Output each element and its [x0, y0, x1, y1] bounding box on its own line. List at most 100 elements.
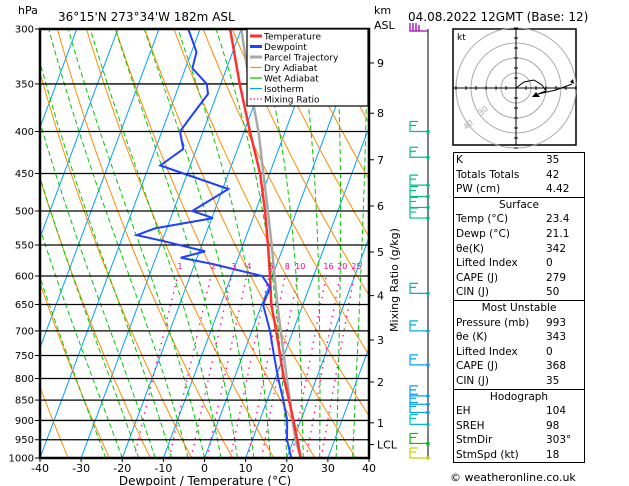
stat-row: K 35	[456, 153, 582, 168]
height-tick-label: 8	[377, 107, 384, 120]
wind-barb	[409, 207, 428, 219]
height-tick-label: 2	[377, 376, 384, 389]
stat-row: CIN (J) 35	[456, 374, 582, 389]
pressure-tick-label: 550	[15, 240, 34, 251]
wind-barb	[409, 120, 428, 133]
mixing-ratio-axis-label: Mixing Ratio (g/kg)	[388, 228, 401, 332]
wind-barb-dot	[426, 155, 430, 160]
stat-label: StmSpd (kt)	[456, 448, 519, 461]
wind-barb-dot	[426, 194, 430, 199]
wind-barb-dot	[426, 329, 430, 333]
temperature-tick-label: -40	[31, 462, 49, 475]
mixing-ratio-line	[168, 275, 212, 458]
stat-value: 343	[546, 331, 567, 344]
stat-row: CAPE (J) 368	[456, 359, 582, 374]
stat-value: 368	[546, 360, 567, 373]
wind-barb-dot	[426, 216, 430, 220]
x-axis-label: Dewpoint / Temperature (°C)	[119, 474, 291, 486]
stat-row: PW (cm) 4.42	[456, 182, 582, 197]
stat-value: 23.4	[546, 213, 570, 226]
hodograph-unit: kt	[457, 33, 466, 43]
wind-barb-dot	[426, 441, 430, 446]
pressure-tick-label: 800	[15, 374, 34, 385]
stats-table: K 35 Totals Totals 42 PW (cm) 4.42 Surface Tem…	[453, 152, 585, 464]
stat-value: 993	[546, 316, 567, 329]
stat-row: CIN (J) 50	[456, 285, 582, 300]
temperature-tick-label: 10	[239, 462, 253, 475]
stat-label: SREH	[456, 419, 485, 432]
stat-value: 21.1	[546, 227, 570, 240]
height-tick-label: LCL	[377, 439, 398, 452]
stat-value: 35	[546, 154, 560, 166]
stat-label: Lifted Index	[456, 345, 518, 358]
stat-row: θe (K) 343	[456, 330, 582, 345]
mixing-ratio-label: 3	[231, 262, 236, 271]
temperature-tick-label: -20	[113, 462, 131, 475]
temperature-tick-label: 30	[321, 462, 335, 475]
wind-barb	[409, 413, 428, 425]
pressure-tick-label: 450	[15, 169, 34, 180]
isotherm-line	[286, 236, 369, 458]
stat-row: Pressure (mb) 993	[456, 316, 582, 331]
stat-label: Temp (°C)	[456, 213, 509, 226]
pressure-tick-label: 300	[15, 25, 34, 36]
stat-row: SREH 98	[456, 419, 582, 434]
mixing-ratio-label: 4	[246, 262, 251, 271]
height-tick-label: 3	[377, 334, 384, 347]
stat-label: CAPE (J)	[456, 360, 499, 373]
dry-adiabat-line	[582, 29, 629, 458]
height-tick-label: 4	[377, 290, 384, 303]
pressure-tick-label: 850	[15, 396, 34, 407]
wet-adiabat-line	[48, 29, 189, 458]
mixing-ratio-label: 8	[285, 262, 290, 271]
temperature-tick-label: -10	[154, 462, 172, 475]
stat-label: Pressure (mb)	[456, 316, 530, 329]
wind-barb-dot	[426, 129, 430, 134]
wind-barb	[409, 196, 428, 209]
dry-adiabat-line	[56, 29, 234, 458]
section-title: Surface	[498, 198, 539, 211]
pressure-tick-label: 750	[15, 351, 34, 362]
isotherm-line	[327, 346, 369, 458]
stat-label: Dewp (°C)	[456, 227, 510, 240]
stat-row: Temp (°C) 23.4	[456, 212, 582, 227]
stat-label: CIN (J)	[456, 286, 489, 299]
isotherm-line	[40, 29, 78, 129]
stat-row: StmSpd (kt) 18	[456, 448, 582, 463]
stat-row: EH 104	[456, 404, 582, 419]
isotherm-line	[80, 29, 242, 458]
wind-barb	[409, 354, 428, 366]
dewpoint-line	[133, 29, 293, 458]
wind-barb	[409, 282, 428, 294]
legend-entry: Temperature	[263, 33, 321, 43]
section-title: Hodograph	[489, 390, 549, 403]
mixing-ratio-label: 16	[323, 262, 333, 271]
legend-entry: Wet Adiabat	[264, 75, 319, 85]
stat-row: Lifted Index 0	[456, 256, 582, 271]
stat-row: Lifted Index 0	[456, 345, 582, 360]
isotherm-line	[40, 29, 201, 458]
stat-row: Totals Totals 42	[456, 168, 582, 183]
wind-barb-dot	[426, 456, 430, 460]
temperature-line	[228, 29, 302, 458]
temperature-tick-label: 0	[201, 462, 208, 475]
stat-label: StmDir	[456, 434, 493, 447]
pressure-unit: hPa	[18, 4, 38, 17]
wind-barb	[409, 447, 428, 459]
temperature-tick-label: 40	[362, 462, 376, 475]
stat-row: θe(K) 342	[456, 242, 582, 257]
wind-barb-dot	[426, 394, 430, 398]
wind-barb	[409, 174, 428, 186]
stat-value: 0	[546, 345, 553, 358]
wet-adiabat-line	[89, 29, 222, 458]
height-tick-label: 5	[377, 246, 384, 259]
stat-label: θe (K)	[456, 331, 488, 344]
stat-label: CAPE (J)	[456, 271, 499, 284]
pressure-tick-label: 350	[15, 79, 34, 90]
stat-row: Dewp (°C) 21.1	[456, 227, 582, 242]
storm-motion-marker	[532, 79, 574, 97]
pressure-tick-label: 500	[15, 207, 34, 218]
stat-value: 18	[546, 448, 560, 461]
